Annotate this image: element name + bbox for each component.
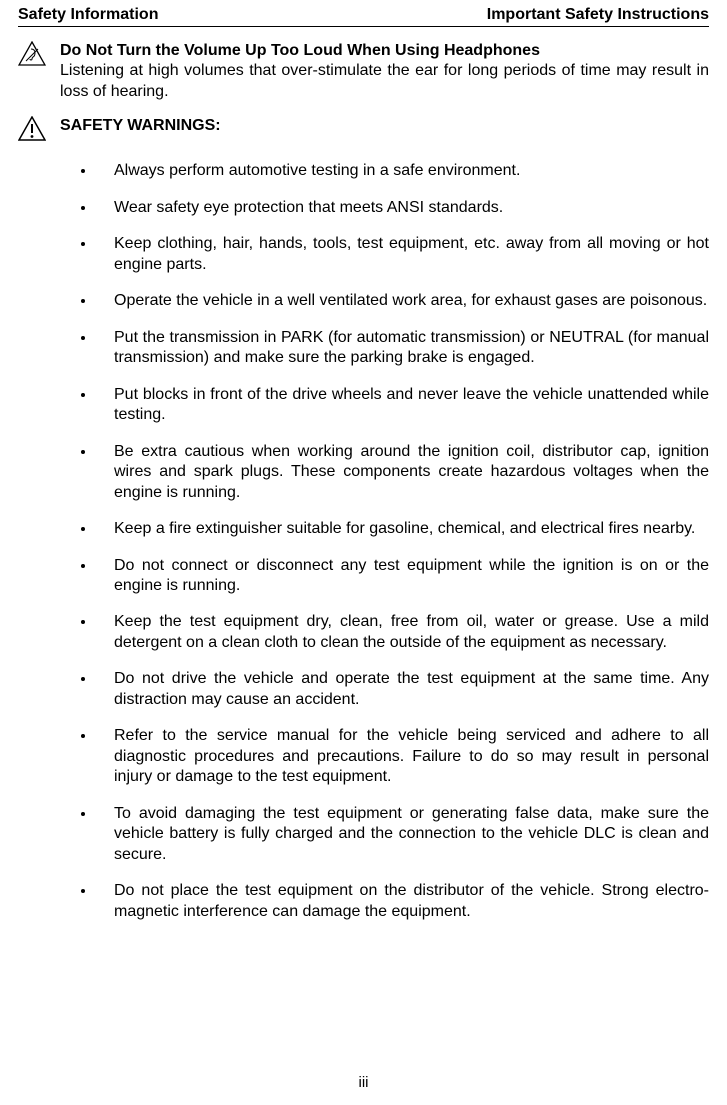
warnings-heading-section: SAFETY WARNINGS: bbox=[18, 116, 709, 147]
document-page: Safety Information Important Safety Inst… bbox=[0, 0, 727, 1105]
warning-item: Put blocks in front of the drive wheels … bbox=[96, 385, 709, 426]
warning-triangle-icon bbox=[18, 116, 46, 142]
icon-column bbox=[18, 116, 60, 147]
icon-column bbox=[18, 41, 60, 102]
warnings-title-block: SAFETY WARNINGS: bbox=[60, 116, 709, 147]
page-number: iii bbox=[0, 1074, 727, 1091]
warning-item: Wear safety eye protection that meets AN… bbox=[96, 198, 709, 218]
warning-item: Keep a fire extinguisher suitable for ga… bbox=[96, 519, 709, 539]
warning-item: Always perform automotive testing in a s… bbox=[96, 161, 709, 181]
warning-item: To avoid damaging the test equipment or … bbox=[96, 804, 709, 865]
warning-item: Refer to the service manual for the vehi… bbox=[96, 726, 709, 787]
warning-item: Do not place the test equipment on the d… bbox=[96, 881, 709, 922]
volume-section: Do Not Turn the Volume Up Too Loud When … bbox=[18, 41, 709, 102]
header-left: Safety Information bbox=[18, 6, 158, 24]
warning-item: Operate the vehicle in a well ventilated… bbox=[96, 291, 709, 311]
volume-title: Do Not Turn the Volume Up Too Loud When … bbox=[60, 42, 540, 59]
warning-item: Keep the test equipment dry, clean, free… bbox=[96, 612, 709, 653]
warning-item: Keep clothing, hair, hands, tools, test … bbox=[96, 234, 709, 275]
warning-item: Do not connect or disconnect any test eq… bbox=[96, 556, 709, 597]
warning-item: Be extra cautious when working around th… bbox=[96, 442, 709, 503]
warning-item: Put the transmission in PARK (for automa… bbox=[96, 328, 709, 369]
ear-warning-icon bbox=[18, 41, 46, 67]
warning-item: Do not drive the vehicle and operate the… bbox=[96, 669, 709, 710]
volume-text-block: Do Not Turn the Volume Up Too Loud When … bbox=[60, 41, 709, 102]
warnings-title: SAFETY WARNINGS: bbox=[60, 117, 221, 134]
header-right: Important Safety Instructions bbox=[487, 6, 709, 24]
volume-body: Listening at high volumes that over-stim… bbox=[60, 62, 709, 99]
page-header: Safety Information Important Safety Inst… bbox=[18, 0, 709, 27]
warnings-list: Always perform automotive testing in a s… bbox=[18, 161, 709, 922]
